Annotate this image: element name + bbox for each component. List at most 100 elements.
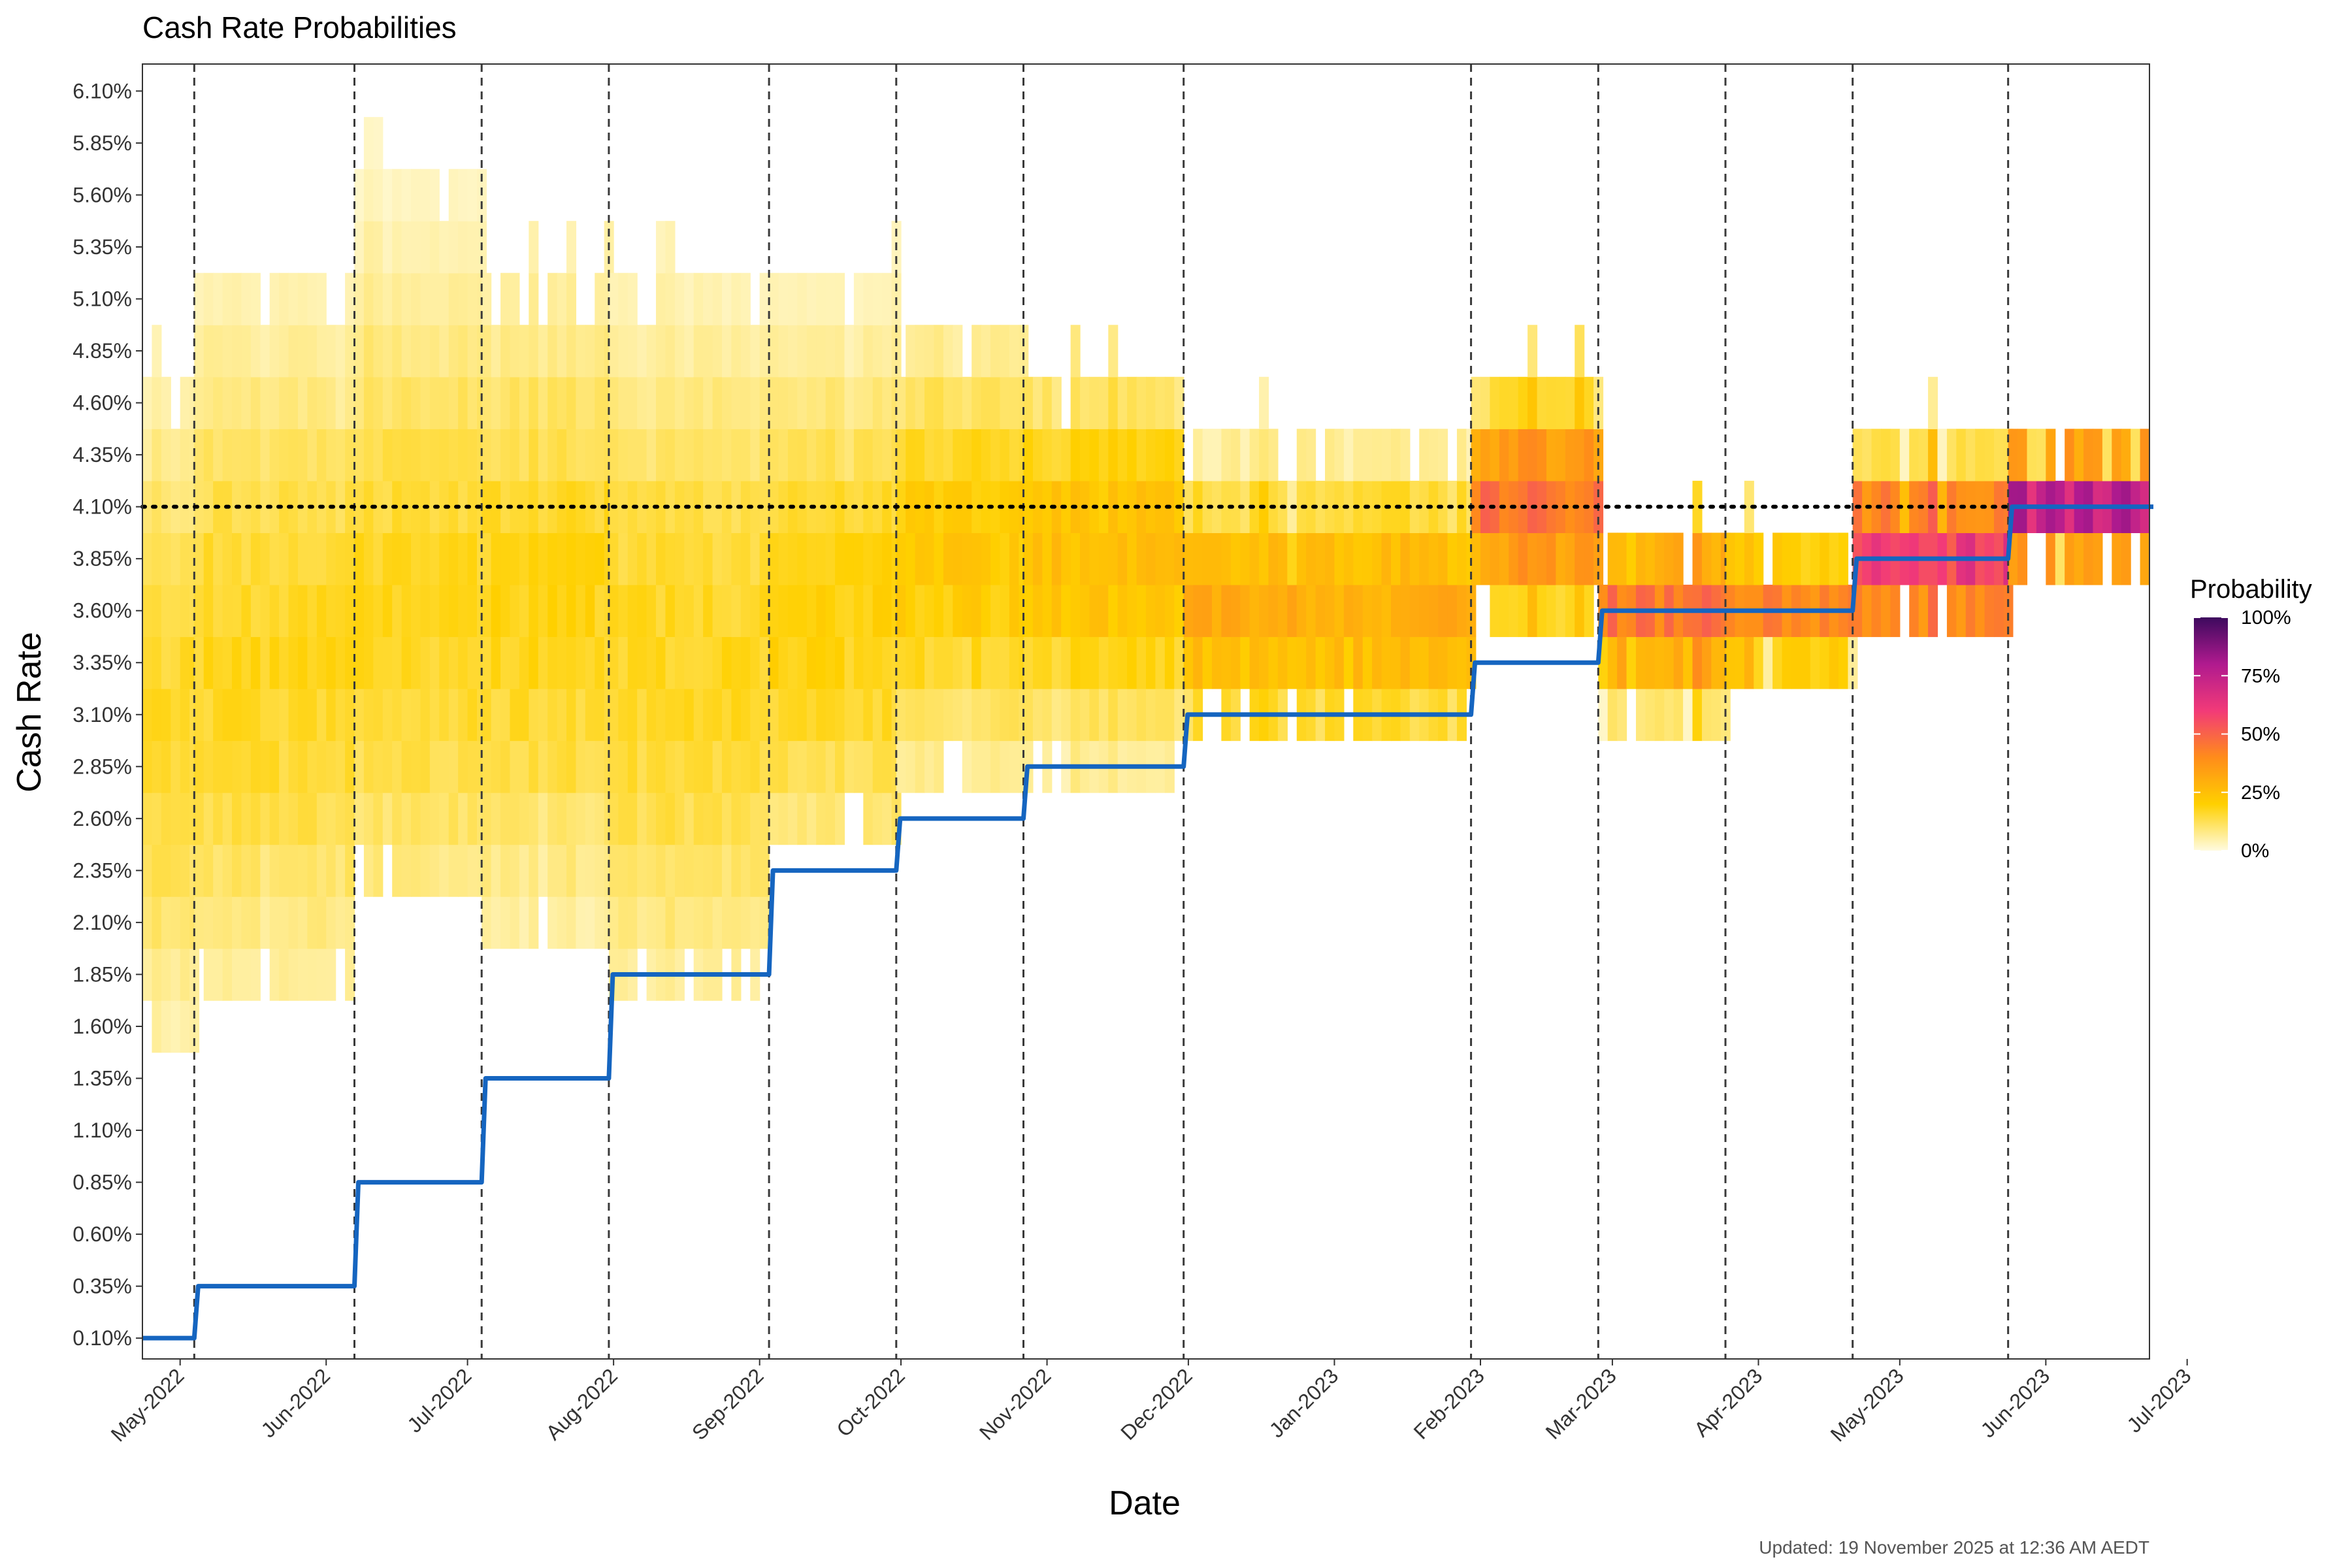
heatmap-segment-8 xyxy=(1183,376,1477,742)
heatmap-cell xyxy=(448,480,459,534)
heatmap-cell xyxy=(576,376,586,429)
heatmap-cell xyxy=(731,636,742,689)
heatmap-cell xyxy=(759,792,770,845)
heatmap-cell xyxy=(307,844,318,897)
y-tick-label: 4.35% xyxy=(73,443,132,466)
heatmap-cell xyxy=(232,689,242,742)
heatmap-cell xyxy=(703,689,713,742)
heatmap-cell xyxy=(1155,636,1166,689)
heatmap-cell xyxy=(943,689,953,742)
heatmap-cell xyxy=(335,636,346,689)
heatmap-cell xyxy=(684,429,694,482)
heatmap-cell xyxy=(392,169,402,221)
heatmap-cell xyxy=(213,896,223,949)
heatmap-cell xyxy=(307,636,318,689)
heatmap-cell xyxy=(448,532,459,585)
heatmap-cell xyxy=(491,896,501,949)
heatmap-cell xyxy=(491,532,501,585)
heatmap-cell xyxy=(401,429,412,482)
heatmap-cell xyxy=(872,740,883,793)
heatmap-cell xyxy=(835,429,845,482)
heatmap-cell xyxy=(510,480,520,534)
heatmap-cell xyxy=(500,480,511,534)
heatmap-cell xyxy=(1000,376,1010,429)
heatmap-cell xyxy=(608,636,619,689)
heatmap-cell xyxy=(769,325,779,378)
heatmap-cell xyxy=(990,584,1001,638)
heatmap-cell xyxy=(1174,584,1184,638)
heatmap-cell xyxy=(816,272,826,325)
heatmap-cell xyxy=(656,429,666,482)
heatmap-cell xyxy=(335,429,346,482)
heatmap-cell xyxy=(972,480,982,534)
heatmap-cell xyxy=(872,376,883,429)
heatmap-cell xyxy=(665,636,676,689)
heatmap-cell xyxy=(529,376,539,429)
heatmap-cell xyxy=(354,169,365,221)
heatmap-cell xyxy=(882,325,892,378)
heatmap-cell xyxy=(458,740,468,793)
heatmap-cell xyxy=(1744,532,1754,585)
heatmap-cell xyxy=(1032,376,1043,429)
heatmap-cell xyxy=(853,376,864,429)
heatmap-cell xyxy=(778,792,789,845)
x-tick-label: Mar-2023 xyxy=(1541,1364,1621,1443)
heatmap-cell xyxy=(392,221,402,274)
heatmap-cell xyxy=(2093,532,2103,585)
heatmap-cell xyxy=(297,844,308,897)
heatmap-cell xyxy=(953,325,963,378)
heatmap-cell xyxy=(656,584,666,638)
heatmap-cell xyxy=(420,429,431,482)
heatmap-cell xyxy=(1315,636,1326,689)
heatmap-cell xyxy=(853,584,864,638)
heatmap-cell xyxy=(1042,532,1053,585)
heatmap-cell xyxy=(943,325,953,378)
heatmap-cell xyxy=(646,480,657,534)
heatmap-cell xyxy=(835,792,845,845)
heatmap-cell xyxy=(731,844,742,897)
heatmap-cell xyxy=(260,844,270,897)
heatmap-cell xyxy=(467,792,478,845)
heatmap-cell xyxy=(962,429,972,482)
heatmap-cell xyxy=(1471,480,1481,534)
heatmap-cell xyxy=(519,584,529,638)
y-tick-label: 4.85% xyxy=(73,339,132,363)
heatmap-cell xyxy=(152,1000,162,1053)
heatmap-cell xyxy=(467,221,478,274)
heatmap-cell xyxy=(547,584,558,638)
heatmap-cell xyxy=(566,532,577,585)
heatmap-cell xyxy=(491,325,501,378)
heatmap-cell xyxy=(1447,584,1458,638)
heatmap-cell xyxy=(665,844,676,897)
heatmap-cell xyxy=(326,429,336,482)
heatmap-cell xyxy=(1174,429,1184,482)
heatmap-cell xyxy=(1447,532,1458,585)
heatmap-cell xyxy=(1673,636,1684,689)
heatmap-cell xyxy=(646,376,657,429)
heatmap-cell xyxy=(1546,584,1556,638)
heatmap-cell xyxy=(1617,636,1627,689)
heatmap-cell xyxy=(401,221,412,274)
heatmap-cell xyxy=(1070,325,1081,378)
heatmap-cell xyxy=(825,636,836,689)
heatmap-cell xyxy=(439,584,449,638)
heatmap-cell xyxy=(693,636,704,689)
heatmap-cell xyxy=(981,689,991,742)
heatmap-cell xyxy=(665,221,676,274)
heatmap-cell xyxy=(1654,689,1665,742)
heatmap-cell xyxy=(1862,584,1872,638)
heatmap-cell xyxy=(373,480,384,534)
y-axis-title: Cash Rate xyxy=(10,632,48,792)
heatmap-cell xyxy=(618,532,629,585)
heatmap-cell xyxy=(1032,429,1043,482)
heatmap-cell xyxy=(1108,584,1119,638)
heatmap-cell xyxy=(260,429,270,482)
heatmap-cell xyxy=(1428,532,1439,585)
heatmap-cell xyxy=(863,532,874,585)
heatmap-cell xyxy=(529,896,539,949)
heatmap-cell xyxy=(1711,636,1722,689)
heatmap-cell xyxy=(241,376,252,429)
heatmap-cell xyxy=(844,584,855,638)
heatmap-cell xyxy=(439,636,449,689)
heatmap-cell xyxy=(712,584,723,638)
